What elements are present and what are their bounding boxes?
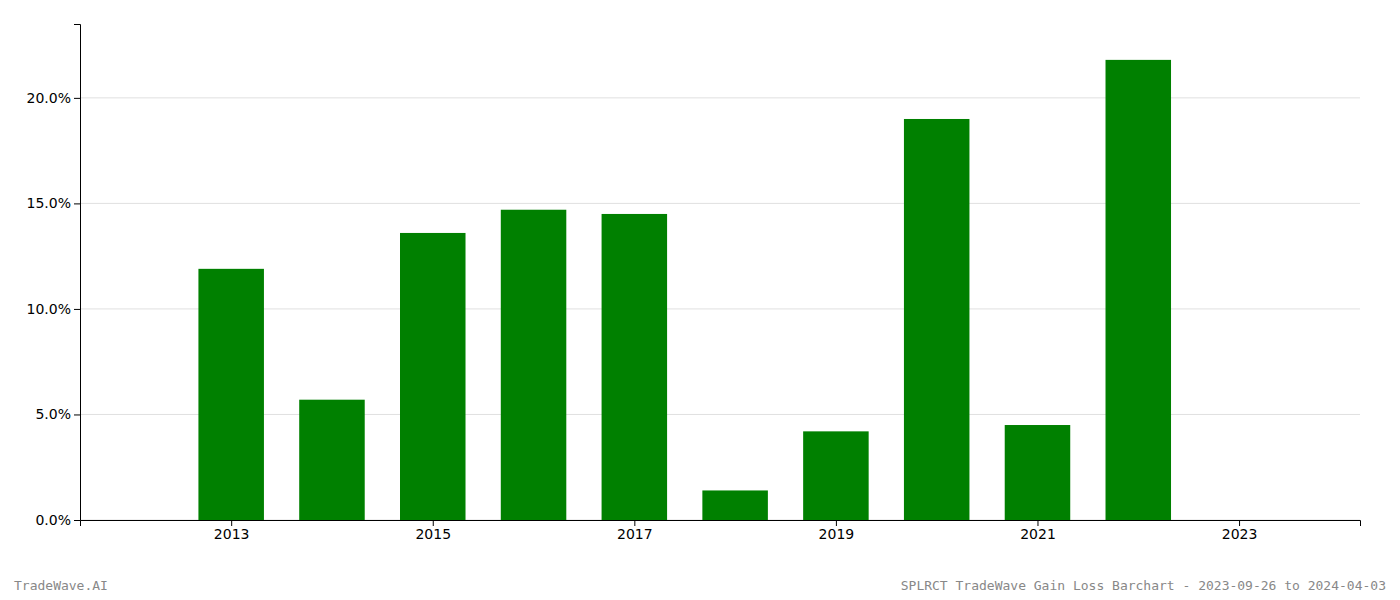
bar <box>198 269 264 520</box>
tick-label: 2013 <box>214 526 250 542</box>
tick-label: 2021 <box>1020 526 1056 542</box>
axis-line <box>74 25 81 521</box>
tick-mark <box>74 520 80 521</box>
tick-label: 0.0% <box>35 512 71 528</box>
x-tick: 2013 <box>214 520 250 542</box>
x-tick: 2021 <box>1020 520 1056 542</box>
annotation: SPLRCT TradeWave Gain Loss Barchart - 20… <box>901 578 1386 593</box>
bar <box>501 210 567 520</box>
plot-area <box>198 60 1171 520</box>
x-axis: 2013 2015 2017 2019 2021 2023 <box>81 520 1361 542</box>
tick-label: 20.0% <box>27 90 71 106</box>
bar <box>904 119 970 520</box>
tick-label: 2019 <box>819 526 855 542</box>
bar <box>803 431 869 520</box>
tick-mark <box>74 98 80 99</box>
tick-mark <box>74 203 80 204</box>
x-tick: 2019 <box>819 520 855 542</box>
footer: TradeWave.AI SPLRCT TradeWave Gain Loss B… <box>14 578 1386 593</box>
y-tick: 5.0% <box>35 406 80 422</box>
tick-mark <box>74 414 80 415</box>
bar <box>702 490 768 520</box>
bar <box>1005 425 1071 520</box>
x-tick: 2023 <box>1222 520 1258 542</box>
tick-label: 15.0% <box>27 195 71 211</box>
bar <box>602 214 668 520</box>
annotation: TradeWave.AI <box>14 578 108 593</box>
tick-label: 2017 <box>617 526 653 542</box>
x-tick: 2015 <box>415 520 451 542</box>
x-tick: 2017 <box>617 520 653 542</box>
y-tick: 0.0% <box>35 512 80 528</box>
y-axis: 0.0% 5.0% 10.0% 15.0% 20.0% <box>27 25 81 528</box>
tick-label: 2023 <box>1222 526 1258 542</box>
tick-label: 5.0% <box>35 406 71 422</box>
tick-mark <box>74 309 80 310</box>
tick-label: 2015 <box>415 526 451 542</box>
y-tick: 10.0% <box>27 301 80 317</box>
y-tick: 15.0% <box>27 195 80 211</box>
bar <box>1106 60 1172 520</box>
bar <box>400 233 466 520</box>
y-tick: 20.0% <box>27 90 80 106</box>
chart: 2013 2015 2017 2019 2021 2023 0.0% 5.0% 10.0% 15.… <box>0 0 1400 600</box>
bar <box>299 400 365 520</box>
axis-line <box>81 521 1361 527</box>
tick-label: 10.0% <box>27 301 71 317</box>
